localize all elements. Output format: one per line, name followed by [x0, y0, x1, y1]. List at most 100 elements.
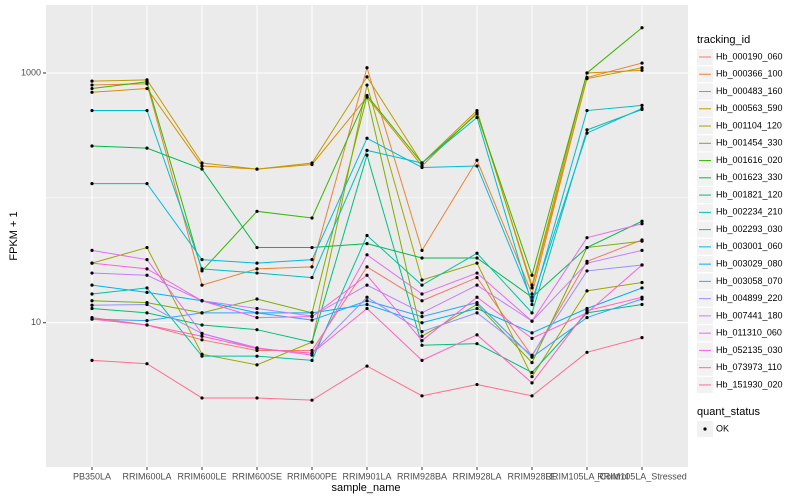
data-point [200, 258, 204, 262]
data-point [530, 292, 534, 296]
legend-label: Hb_004899_220 [716, 293, 783, 303]
data-point [365, 153, 369, 157]
legend-label: Hb_001821_120 [716, 189, 783, 199]
data-point [420, 315, 424, 319]
legend-title: tracking_id [697, 34, 750, 46]
legend-label: Hb_011310_060 [716, 328, 782, 338]
legend-label: Hb_003029_080 [716, 258, 783, 268]
x-tick-label: RRIM600SE [232, 471, 282, 481]
data-point [255, 167, 259, 171]
data-point [145, 273, 149, 277]
data-point [475, 158, 479, 162]
data-point [255, 347, 259, 351]
x-tick-label: RRIM600LE [177, 471, 226, 481]
data-point [365, 265, 369, 269]
data-point [640, 103, 644, 107]
data-point [90, 86, 94, 91]
data-point [365, 295, 369, 299]
data-point [585, 269, 589, 273]
data-point [365, 283, 369, 287]
point-legend-title: quant_status [697, 406, 760, 418]
data-point [365, 253, 369, 257]
data-point [90, 271, 94, 275]
data-point [200, 396, 204, 400]
data-point [585, 289, 589, 293]
data-point [200, 167, 204, 171]
legend-label: Hb_002234_210 [716, 207, 783, 217]
data-point [145, 290, 149, 294]
data-point [145, 258, 149, 262]
data-point [420, 321, 424, 325]
data-point [145, 323, 149, 327]
data-point [255, 245, 259, 250]
data-point [475, 115, 479, 120]
legend-label: Hb_007441_180 [716, 310, 783, 320]
data-point [255, 306, 259, 311]
data-point [585, 245, 589, 250]
data-point [475, 306, 479, 311]
legend-label: Hb_003001_060 [716, 241, 783, 251]
x-tick-label: RRIM928BA [397, 471, 447, 481]
data-point [310, 245, 314, 250]
data-point [255, 354, 259, 358]
data-point [145, 311, 149, 315]
legend-label: Hb_000563_590 [716, 103, 783, 113]
x-axis-label: sample_name [331, 482, 400, 494]
data-point [640, 61, 644, 65]
legend-label: Hb_001104_120 [716, 120, 782, 130]
data-point [475, 271, 479, 275]
data-point [585, 315, 589, 320]
data-point [90, 292, 94, 296]
data-point [475, 108, 479, 113]
data-point [145, 362, 149, 366]
data-point [310, 340, 314, 344]
data-point [145, 286, 149, 290]
data-point [255, 267, 259, 271]
data-point [640, 222, 644, 226]
data-point [145, 146, 149, 150]
data-point [420, 338, 424, 343]
data-point [420, 161, 424, 165]
data-point [365, 302, 369, 307]
data-point [90, 317, 94, 321]
data-point [200, 338, 204, 342]
data-point [530, 311, 534, 315]
data-point [585, 311, 589, 315]
data-point [90, 306, 94, 311]
data-point [420, 299, 424, 303]
data-point [420, 334, 424, 338]
data-point [145, 245, 149, 250]
data-point [475, 112, 479, 116]
point-legend-label: OK [716, 423, 729, 433]
x-tick-label: RRIM600LA [122, 471, 171, 481]
data-point [200, 283, 204, 287]
point-legend-key [703, 427, 707, 431]
data-point [530, 299, 534, 303]
data-point [475, 300, 479, 305]
data-point [90, 248, 94, 252]
legend-label: Hb_000483_160 [716, 86, 783, 96]
data-point [200, 334, 204, 338]
data-point [310, 318, 314, 322]
data-point [310, 258, 314, 262]
data-point [585, 128, 589, 132]
legend-label: Hb_000190_060 [716, 51, 783, 61]
data-point [365, 306, 369, 311]
data-point [365, 75, 369, 79]
data-point [475, 283, 479, 287]
legend-label: Hb_151930_020 [716, 379, 783, 389]
data-point [530, 353, 534, 357]
x-tick-label: RRIM105LA_Stressed [597, 471, 687, 481]
data-point [475, 261, 479, 265]
data-point [145, 267, 149, 271]
data-point [255, 315, 259, 320]
data-point [200, 164, 204, 168]
data-point [640, 219, 644, 223]
data-point [420, 283, 424, 287]
x-tick-label: RRIM600PE [287, 471, 337, 481]
data-point [530, 286, 534, 290]
data-point [365, 242, 369, 246]
data-point [530, 302, 534, 307]
data-point [255, 311, 259, 315]
data-point [420, 292, 424, 296]
